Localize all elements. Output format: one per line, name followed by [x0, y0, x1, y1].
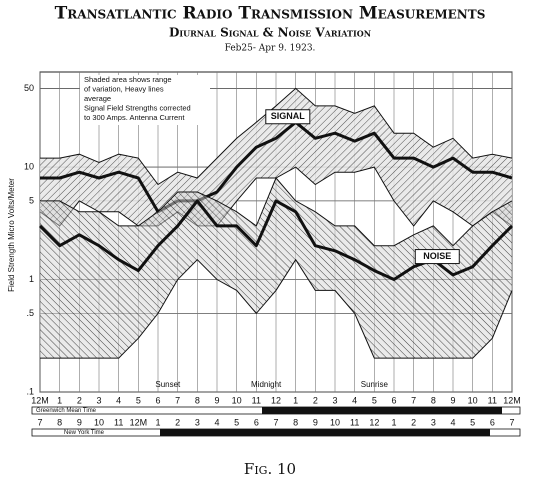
x2-tick-label: 2: [411, 417, 416, 427]
x2-tick-label: 12M: [130, 417, 148, 427]
chart-subtitle: Diurnal Signal & Noise Variation: [169, 26, 371, 40]
x2-tick-label: 1: [155, 417, 160, 427]
x2-tick-label: 3: [431, 417, 436, 427]
x-tick-label: 7: [411, 395, 416, 405]
x-tick-label: 10: [232, 395, 242, 405]
x-tick-label: 5: [372, 395, 377, 405]
x-tick-label: 8: [195, 395, 200, 405]
note-text: average: [84, 94, 111, 103]
annotation: Sunrise: [361, 380, 389, 389]
annotation: Sunset: [155, 380, 181, 389]
series-label-box: [414, 249, 460, 265]
x2-tick-label: 3: [195, 417, 200, 427]
chart-title: Transatlantic Radio Transmission Measure…: [55, 4, 486, 24]
x-tick-label: 3: [332, 395, 337, 405]
x2-tick-label: 7: [509, 417, 514, 427]
x2-tick-label: 9: [77, 417, 82, 427]
x-tick-label: 12M: [31, 395, 49, 405]
x-tick-label: 11: [252, 395, 261, 405]
x2-tick-label: 11: [114, 417, 123, 427]
y-tick-label: 5: [29, 195, 34, 205]
x-tick-label: 7: [175, 395, 180, 405]
x-tick-label: 11: [488, 395, 497, 405]
series-label: NOISE: [423, 251, 451, 261]
range-band: [40, 88, 512, 226]
x-tick-label: 12: [271, 395, 281, 405]
x2-tick-label: 6: [254, 417, 259, 427]
x2-tick-label: 11: [350, 417, 359, 427]
x2-tick-label: 5: [234, 417, 239, 427]
x-tick-label: 1: [57, 395, 62, 405]
x-tick-label: 2: [77, 395, 82, 405]
y-axis-label: Field Strength Micro Volts/Meter: [7, 178, 16, 292]
note-text: to 300 Amps. Antenna Current: [84, 113, 185, 122]
range-upper: [40, 87, 513, 186]
x-tick-label: 9: [450, 395, 455, 405]
x-tick-label: 4: [116, 395, 121, 405]
y-tick-label: 10: [24, 161, 34, 171]
x-axis-label: Greenwich Mean Time: [36, 408, 97, 414]
x2-tick-label: 4: [450, 417, 455, 427]
note-box: [80, 75, 210, 125]
x-tick-label: 1: [293, 395, 298, 405]
y-tick-label: 50: [24, 83, 34, 93]
x-tick-label: 12M: [503, 395, 521, 405]
x2-tick-label: 12: [369, 417, 379, 427]
x2-tick-label: 1: [391, 417, 396, 427]
y-tick-label: 1: [29, 274, 34, 284]
x2-tick-label: 10: [94, 417, 104, 427]
x2-tick-label: 10: [330, 417, 340, 427]
x2-tick-label: 8: [293, 417, 298, 427]
note-text: Signal Field Strengths corrected: [84, 103, 191, 112]
x-tick-label: 8: [431, 395, 436, 405]
x-tick-label: 5: [136, 395, 141, 405]
x-tick-label: 6: [155, 395, 160, 405]
x-tick-label: 3: [96, 395, 101, 405]
x2-tick-label: 4: [214, 417, 219, 427]
y-tick-label: .1: [26, 386, 34, 396]
x-tick-label: 9: [214, 395, 219, 405]
caption: Fig. 10: [244, 460, 296, 478]
note-text: of variation, Heavy lines: [84, 84, 164, 93]
x2-tick-label: 7: [37, 417, 42, 427]
note-text: Shaded area shows range: [84, 75, 172, 84]
x2-tick-label: 6: [490, 417, 495, 427]
range-lower: [40, 258, 513, 359]
series-label-box: [265, 109, 311, 125]
average-line: [40, 120, 513, 214]
x2-tick-label: 8: [57, 417, 62, 427]
x2-axis-label: New York Time: [64, 430, 105, 436]
y-tick-label: .5: [26, 308, 34, 318]
x2-tick-label: 2: [175, 417, 180, 427]
series-label: SIGNAL: [271, 111, 306, 121]
x2-tick-label: 7: [273, 417, 278, 427]
x-tick-label: 4: [352, 395, 357, 405]
night-bar: [160, 429, 490, 436]
date-range: Feb25- Apr 9. 1923.: [225, 44, 316, 54]
night-bar: [262, 407, 502, 414]
x-tick-label: 2: [313, 395, 318, 405]
x2-tick-label: 5: [470, 417, 475, 427]
x-tick-label: 10: [468, 395, 478, 405]
annotation: Midnight: [251, 380, 282, 389]
range-upper: [40, 177, 513, 247]
x-tick-label: 6: [391, 395, 396, 405]
x2-tick-label: 9: [313, 417, 318, 427]
